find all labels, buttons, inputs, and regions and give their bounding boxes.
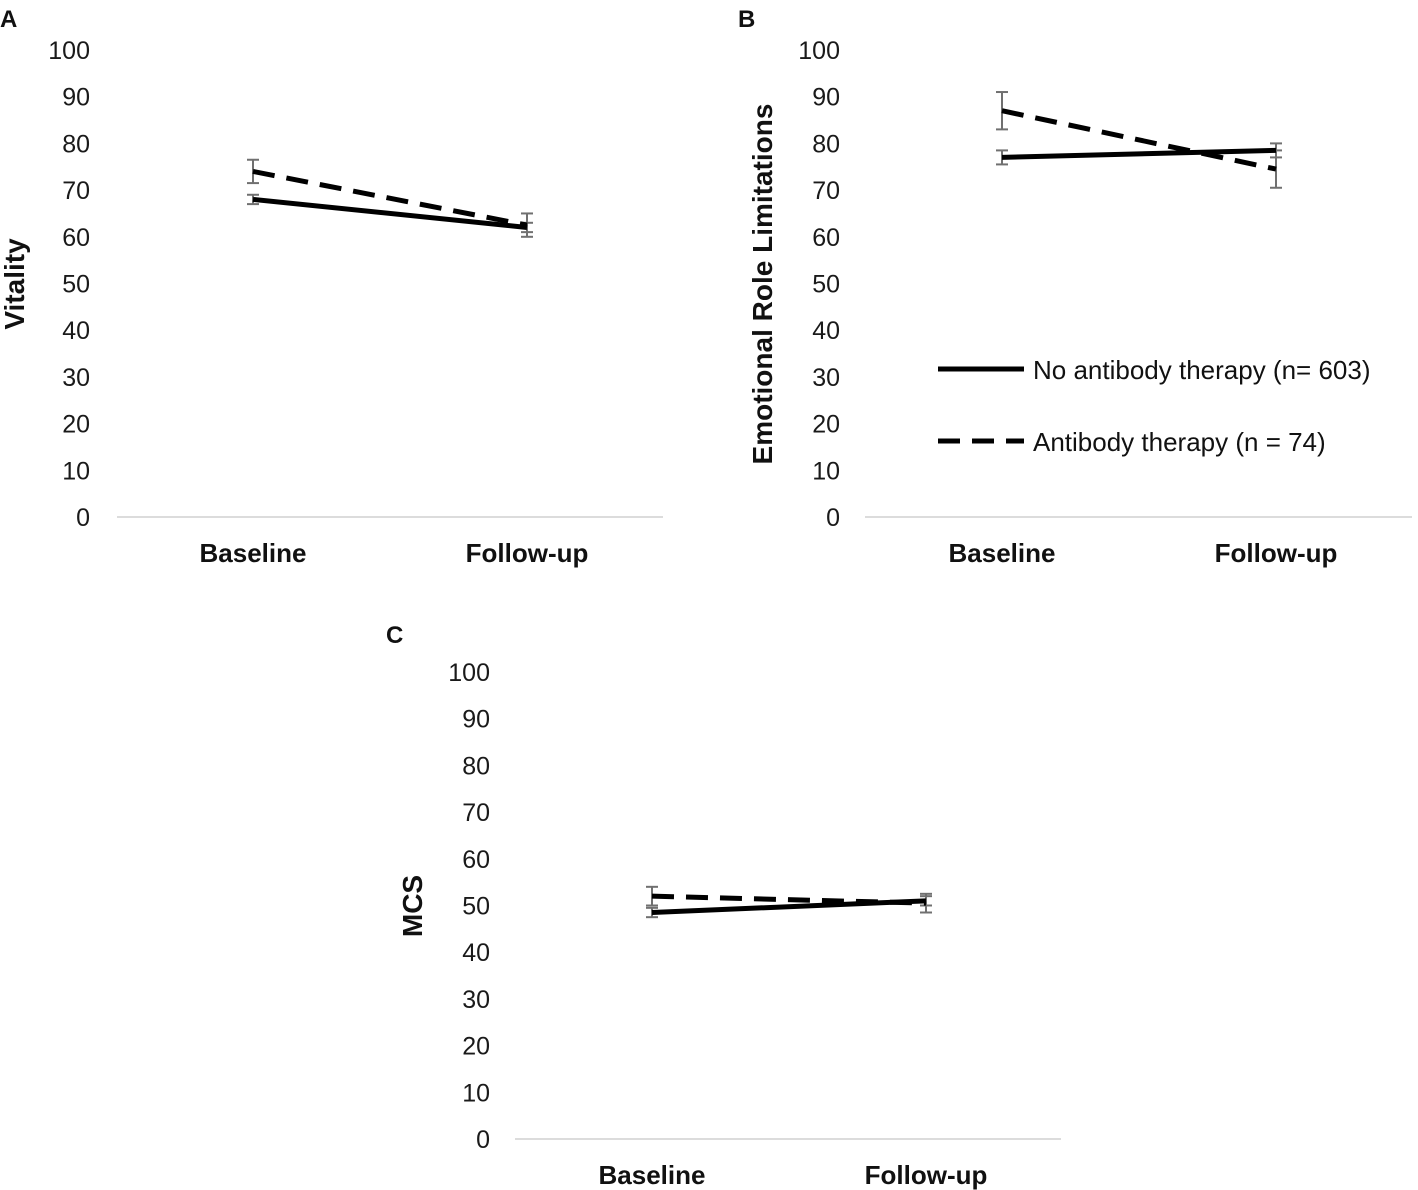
y-tick-label: 10 [62,457,90,485]
y-tick-label: 40 [462,939,490,967]
y-tick-label: 10 [812,457,840,485]
y-tick-label: 30 [62,364,90,392]
legend-entry: No antibody therapy (n= 603) [1033,355,1371,385]
x-category-label: Follow-up [466,538,589,568]
series-line-no-antibody-therapy [1001,147,1277,160]
legend-entry: Antibody therapy (n = 74) [1033,427,1326,457]
y-tick-label: 0 [76,504,90,532]
y-axis-title: Emotional Role Limitations [747,104,778,465]
series-line-no-antibody-therapy [651,898,927,916]
y-tick-label: 60 [812,224,840,252]
y-tick-label: 60 [462,846,490,874]
y-tick-label: 70 [462,799,490,827]
y-tick-label: 30 [812,364,840,392]
panel-label-c: C [386,622,403,649]
y-tick-label: 50 [812,271,840,299]
y-tick-label: 30 [462,986,490,1014]
y-tick-label: 90 [62,84,90,112]
y-tick-label: 0 [826,504,840,532]
y-tick-label: 80 [62,130,90,158]
y-tick-label: 40 [62,317,90,345]
series-line-antibody-therapy [651,893,927,906]
y-tick-label: 20 [62,411,90,439]
y-tick-label: 100 [448,659,490,687]
x-category-label: Baseline [200,538,307,568]
y-tick-label: 0 [476,1126,490,1154]
y-tick-label: 50 [62,271,90,299]
x-category-label: Baseline [949,538,1056,568]
y-tick-label: 100 [48,37,90,65]
series-line-antibody-therapy [1001,108,1277,172]
x-category-label: Baseline [599,1160,706,1190]
y-tick-label: 80 [462,752,490,780]
y-tick-label: 60 [62,224,90,252]
y-tick-label: 50 [462,893,490,921]
y-tick-label: 10 [462,1079,490,1107]
y-tick-label: 40 [812,317,840,345]
y-tick-label: 70 [812,177,840,205]
y-tick-label: 20 [812,411,840,439]
y-tick-label: 80 [812,130,840,158]
series-line-antibody-therapy [252,168,528,228]
y-axis-title: MCS [397,875,428,937]
y-tick-label: 90 [812,84,840,112]
y-tick-label: 70 [62,177,90,205]
panel-label-a: A [0,6,17,33]
x-category-label: Follow-up [1215,538,1338,568]
y-tick-label: 90 [462,706,490,734]
y-tick-label: 100 [798,37,840,65]
y-tick-label: 20 [462,1033,490,1061]
y-axis-title: Vitality [0,238,30,330]
series-line-no-antibody-therapy [252,196,528,230]
x-category-label: Follow-up [865,1160,988,1190]
panel-label-b: B [738,6,755,33]
